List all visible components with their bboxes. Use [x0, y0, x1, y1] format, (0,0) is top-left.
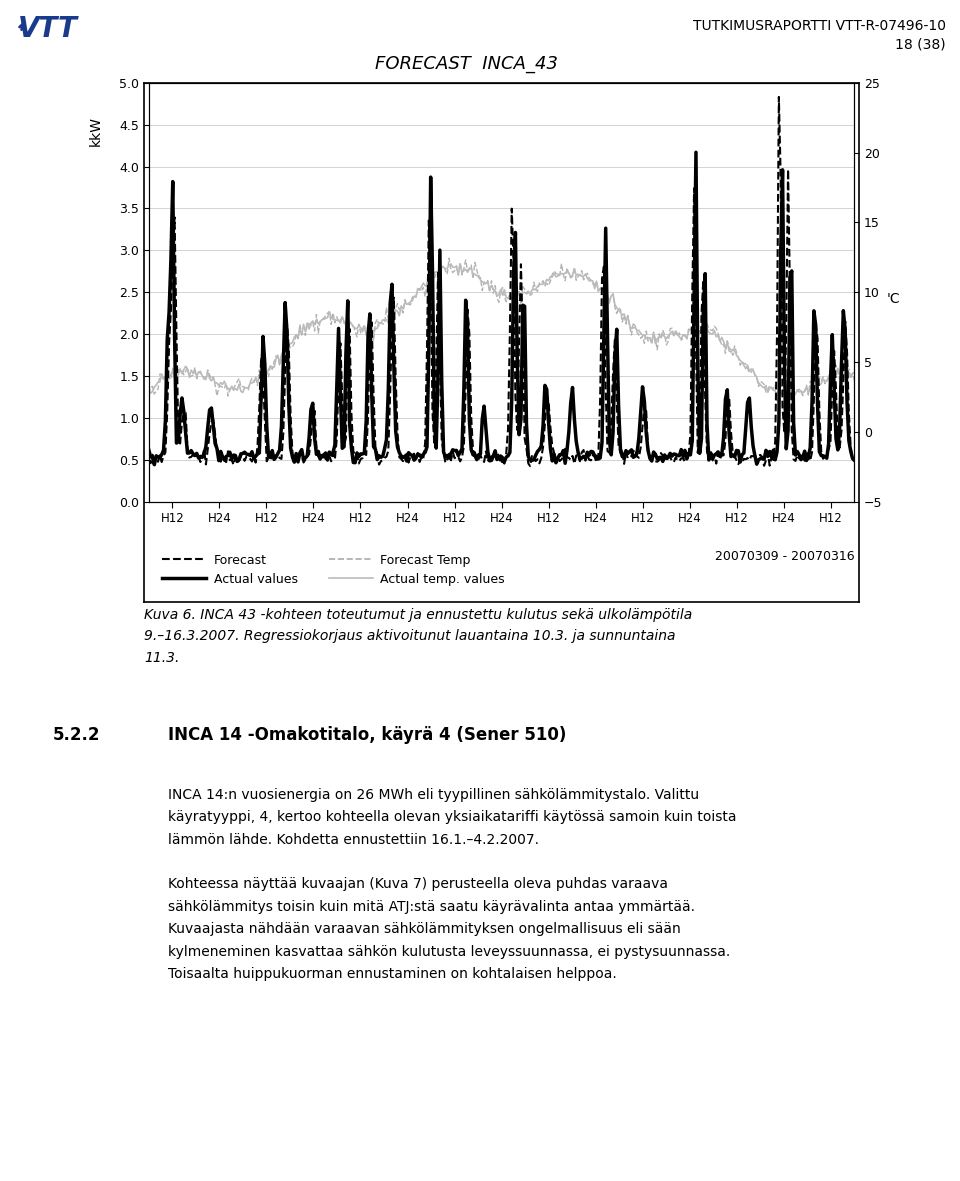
Text: Kohteessa näyttää kuvaajan (Kuva 7) perusteella oleva puhdas varaava: Kohteessa näyttää kuvaajan (Kuva 7) peru… [168, 877, 668, 892]
Text: INCA 14:n vuosienergia on 26 MWh eli tyypillinen sähkölämmitystalo. Valittu: INCA 14:n vuosienergia on 26 MWh eli tyy… [168, 788, 699, 802]
Text: kkW: kkW [89, 116, 103, 146]
Text: 5.2.2: 5.2.2 [53, 726, 100, 744]
Y-axis label: 'C: 'C [887, 293, 900, 306]
Text: VTT: VTT [18, 15, 78, 44]
Text: kylmeneminen kasvattaa sähkön kulutusta leveyssuunnassa, ei pystysuunnassa.: kylmeneminen kasvattaa sähkön kulutusta … [168, 945, 731, 959]
Title: FORECAST  INCA_43: FORECAST INCA_43 [374, 56, 558, 73]
Text: 11.3.: 11.3. [144, 651, 180, 665]
Text: 20070309 - 20070316: 20070309 - 20070316 [715, 550, 854, 563]
Text: lämmön lähde. Kohdetta ennustettiin 16.1.–4.2.2007.: lämmön lähde. Kohdetta ennustettiin 16.1… [168, 833, 539, 847]
Text: Kuva 6. INCA 43 -kohteen toteutumut ja ennustettu kulutus sekä ulkolämpötila: Kuva 6. INCA 43 -kohteen toteutumut ja e… [144, 608, 692, 622]
Text: sähkölämmitys toisin kuin mitä ATJ:stä saatu käyrävalinta antaa ymmärtää.: sähkölämmitys toisin kuin mitä ATJ:stä s… [168, 900, 695, 914]
Text: käyratyyppi, 4, kertoo kohteella olevan yksiaikatariffi käytössä samoin kuin toi: käyratyyppi, 4, kertoo kohteella olevan … [168, 810, 736, 824]
Text: 9.–16.3.2007. Regressiokorjaus aktivoitunut lauantaina 10.3. ja sunnuntaina: 9.–16.3.2007. Regressiokorjaus aktivoitu… [144, 629, 676, 644]
Text: Kuvaajasta nähdään varaavan sähkölämmityksen ongelmallisuus eli sään: Kuvaajasta nähdään varaavan sähkölämmity… [168, 922, 681, 937]
Text: INCA 14 -Omakotitalo, käyrä 4 (Sener 510): INCA 14 -Omakotitalo, käyrä 4 (Sener 510… [168, 726, 566, 744]
Text: 18 (38): 18 (38) [895, 38, 946, 52]
Text: TUTKIMUSRAPORTTI VTT-R-07496-10: TUTKIMUSRAPORTTI VTT-R-07496-10 [692, 20, 946, 33]
Text: Toisaalta huippukuorman ennustaminen on kohtalaisen helppoa.: Toisaalta huippukuorman ennustaminen on … [168, 967, 616, 981]
Legend: Forecast, Actual values, Forecast Temp, Actual temp. values: Forecast, Actual values, Forecast Temp, … [157, 549, 510, 590]
